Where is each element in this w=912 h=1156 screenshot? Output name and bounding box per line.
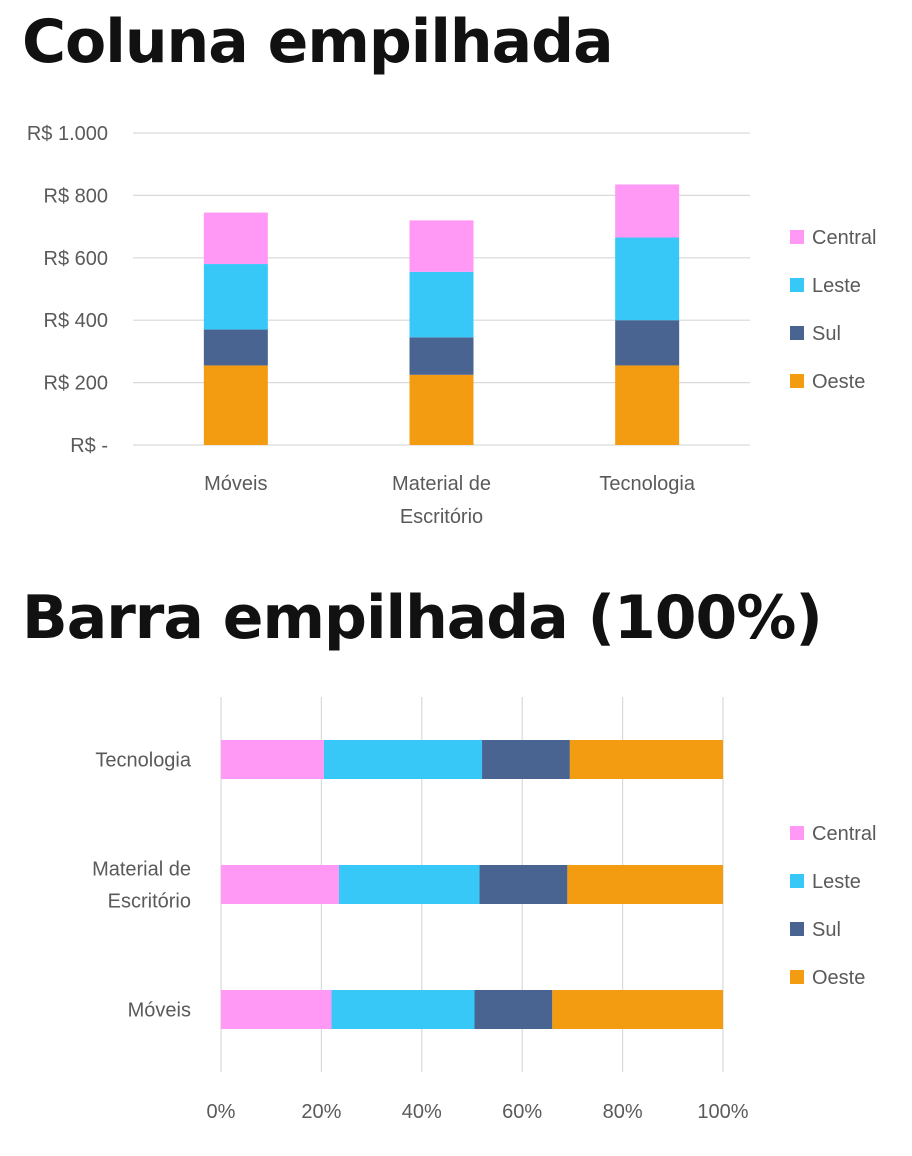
bar-segment-sul-material-de-escritorio (409, 337, 474, 375)
y-tick-label: R$ 800 (44, 185, 109, 207)
legend-swatch-sul (790, 922, 804, 936)
legend-label-central: Central (812, 227, 876, 249)
column-chart-title: Coluna empilhada (22, 7, 614, 77)
y-tick-label: Móveis (128, 1000, 191, 1022)
bar-segment-leste-moveis (203, 264, 268, 330)
legend-label-leste: Leste (812, 275, 861, 297)
bar-segment-leste-moveis (331, 990, 475, 1029)
bar-segment-central-tecnologia (221, 740, 324, 779)
bar-segment-central-material-de-escritorio (221, 865, 339, 904)
bar-segment-central-moveis (203, 212, 268, 265)
x-tick-label: Material de (392, 473, 491, 495)
bar-segment-leste-material-de-escritorio (409, 271, 474, 338)
y-tick-label: Tecnologia (95, 750, 192, 772)
legend-swatch-leste (790, 278, 804, 292)
bar-segment-central-moveis (221, 990, 332, 1029)
legend-label-oeste: Oeste (812, 967, 865, 989)
bar-segment-oeste-moveis (203, 365, 268, 445)
y-tick-label: R$ - (70, 435, 108, 457)
bar-segment-sul-moveis (474, 990, 553, 1029)
stacked-column-chart: R$ - R$ 200 R$ 400 R$ 600 R$ 800 R$ 1.000 Móve… (27, 123, 877, 528)
x-tick-label: Tecnologia (599, 473, 696, 495)
y-tick-label: R$ 400 (44, 310, 109, 332)
legend-swatch-sul (790, 326, 804, 340)
x-tick-label: Móveis (204, 473, 267, 495)
bar-segment-oeste-tecnologia (569, 740, 723, 779)
y-tick-label: Material de (92, 859, 191, 881)
bar-segment-leste-tecnologia (615, 237, 680, 321)
bar-segment-sul-tecnologia (615, 320, 680, 366)
bar-segment-oeste-material-de-escritorio (409, 374, 474, 445)
y-tick-label: R$ 600 (44, 248, 109, 270)
x-tick-label: 80% (603, 1101, 643, 1123)
bar-segment-oeste-tecnologia (615, 365, 680, 445)
legend-swatch-leste (790, 874, 804, 888)
y-tick-label: R$ 200 (44, 373, 109, 395)
legend-label-sul: Sul (812, 323, 841, 345)
legend-label-central: Central (812, 823, 876, 845)
legend-label-oeste: Oeste (812, 371, 865, 393)
legend-swatch-central (790, 826, 804, 840)
legend-swatch-oeste (790, 374, 804, 388)
x-tick-label: Escritório (400, 506, 483, 528)
x-tick-label: 60% (502, 1101, 542, 1123)
x-tick-label: 20% (301, 1101, 341, 1123)
x-tick-label: 40% (402, 1101, 442, 1123)
bar-segment-oeste-moveis (552, 990, 723, 1029)
y-tick-label: Escritório (108, 891, 191, 913)
bar-segment-leste-material-de-escritorio (338, 865, 480, 904)
bar-segment-oeste-material-de-escritorio (567, 865, 723, 904)
legend-label-leste: Leste (812, 871, 861, 893)
x-tick-label: 100% (697, 1101, 748, 1123)
legend-label-sul: Sul (812, 919, 841, 941)
bar-segment-sul-tecnologia (482, 740, 570, 779)
bar-segment-central-tecnologia (615, 184, 680, 238)
bar-segment-leste-tecnologia (323, 740, 483, 779)
legend-swatch-oeste (790, 970, 804, 984)
bar-segment-central-material-de-escritorio (409, 220, 474, 272)
legend-swatch-central (790, 230, 804, 244)
bar-chart-title: Barra empilhada (100%) (22, 583, 823, 653)
x-tick-label: 0% (207, 1101, 236, 1123)
bar-segment-sul-material-de-escritorio (479, 865, 568, 904)
y-tick-label: R$ 1.000 (27, 123, 108, 145)
bar-segment-sul-moveis (203, 329, 268, 366)
